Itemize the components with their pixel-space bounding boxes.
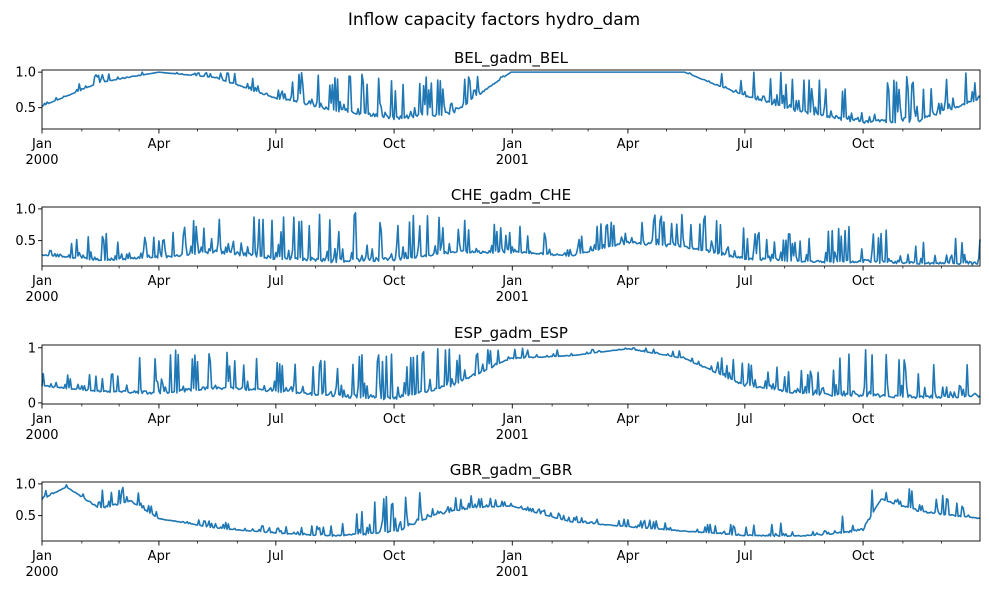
- x-tick-label: Apr: [617, 549, 640, 564]
- x-tick-label: Apr: [148, 549, 171, 564]
- x-tick-label: Apr: [617, 412, 640, 427]
- x-tick-label: Jan: [31, 549, 52, 564]
- x-tick-label: Jul: [736, 137, 753, 152]
- y-tick-label: 1: [28, 341, 36, 356]
- subplot-title: CHE_gadm_CHE: [451, 186, 571, 205]
- x-tick-label: Jul: [267, 549, 284, 564]
- y-tick-label: 0.5: [15, 234, 36, 249]
- x-tick-year-label: 2000: [25, 290, 58, 305]
- x-tick-label: Jan: [501, 274, 522, 289]
- x-tick-year-label: 2001: [496, 428, 529, 443]
- x-tick-year-label: 2000: [25, 428, 58, 443]
- x-tick-label: Jan: [501, 137, 522, 152]
- x-tick-year-label: 2001: [496, 565, 529, 580]
- x-tick-label: Apr: [148, 412, 171, 427]
- x-tick-year-label: 2000: [25, 565, 58, 580]
- x-tick-label: Jan: [31, 412, 52, 427]
- subplot-title: BEL_gadm_BEL: [454, 49, 569, 68]
- axes-frame: [41, 481, 981, 542]
- series-line: [41, 484, 981, 538]
- x-tick-year-label: 2000: [25, 153, 58, 168]
- x-tick-year-label: 2001: [496, 153, 529, 168]
- x-tick-label: Apr: [148, 274, 171, 289]
- figure-title: Inflow capacity factors hydro_dam: [348, 10, 640, 30]
- x-tick-year-label: 2001: [496, 290, 529, 305]
- x-tick-label: Jul: [736, 274, 753, 289]
- x-tick-label: Jul: [267, 412, 284, 427]
- y-tick-label: 1.0: [15, 202, 36, 217]
- x-tick-label: Apr: [617, 274, 640, 289]
- x-tick-label: Jan: [501, 549, 522, 564]
- x-tick-label: Jul: [736, 549, 753, 564]
- x-tick-label: Oct: [383, 549, 405, 564]
- x-tick-label: Oct: [383, 274, 405, 289]
- x-tick-label: Oct: [383, 412, 405, 427]
- axes-frame: [41, 69, 981, 130]
- x-tick-label: Oct: [852, 137, 874, 152]
- x-tick-label: Jul: [267, 274, 284, 289]
- axes-frame: [41, 206, 981, 267]
- x-tick-label: Jul: [736, 412, 753, 427]
- x-tick-label: Jan: [31, 137, 52, 152]
- subplot-title: ESP_gadm_ESP: [454, 324, 568, 343]
- y-tick-label: 0.5: [15, 509, 36, 524]
- x-tick-label: Jul: [267, 137, 284, 152]
- y-tick-label: 1.0: [15, 477, 36, 492]
- x-tick-label: Jan: [31, 274, 52, 289]
- series-line: [41, 71, 981, 124]
- y-tick-label: 0.5: [15, 101, 36, 116]
- x-tick-label: Oct: [852, 274, 874, 289]
- x-tick-label: Apr: [617, 137, 640, 152]
- x-tick-label: Apr: [148, 137, 171, 152]
- y-tick-label: 0: [28, 396, 36, 411]
- axes-frame: [41, 344, 981, 405]
- series-line: [41, 347, 981, 401]
- y-tick-label: 1.0: [15, 66, 36, 81]
- x-tick-label: Oct: [852, 549, 874, 564]
- x-tick-label: Oct: [852, 412, 874, 427]
- series-line: [41, 211, 981, 266]
- x-tick-label: Jan: [501, 412, 522, 427]
- subplot-title: GBR_gadm_GBR: [450, 461, 573, 480]
- x-tick-label: Oct: [383, 137, 405, 152]
